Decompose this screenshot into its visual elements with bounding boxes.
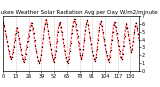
Title: Milwaukee Weather Solar Radiation Avg per Day W/m2/minute: Milwaukee Weather Solar Radiation Avg pe… <box>0 10 157 15</box>
